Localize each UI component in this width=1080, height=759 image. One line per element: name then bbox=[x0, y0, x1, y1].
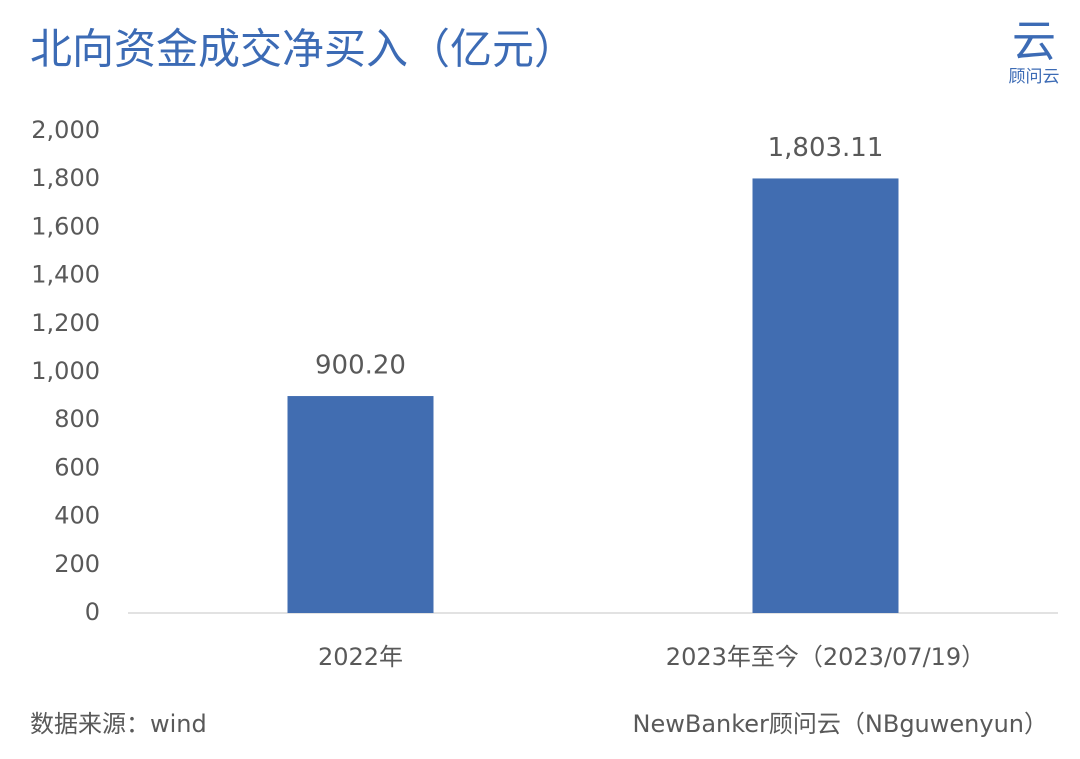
logo-mark: 云 bbox=[1012, 16, 1056, 67]
source: 数据来源：wind bbox=[30, 710, 207, 738]
x-tick-label: 2022年 bbox=[318, 643, 403, 671]
y-tick-label: 1,800 bbox=[31, 164, 100, 192]
y-tick-label: 800 bbox=[54, 405, 100, 433]
x-tick-label: 2023年至今（2023/07/19） bbox=[666, 643, 985, 671]
y-tick-label: 0 bbox=[85, 598, 100, 626]
y-tick-label: 400 bbox=[54, 502, 100, 530]
y-tick-label: 1,000 bbox=[31, 357, 100, 385]
y-tick-label: 1,200 bbox=[31, 309, 100, 337]
y-tick-label: 2,000 bbox=[31, 116, 100, 144]
bar bbox=[752, 178, 899, 613]
chart-title: 北向资金成交净买入（亿元） bbox=[30, 25, 576, 74]
logo-text: 顾问云 bbox=[1009, 67, 1060, 87]
credit: NewBanker顾问云（NBguwenyun） bbox=[633, 710, 1049, 738]
y-tick-label: 600 bbox=[54, 453, 100, 481]
y-tick-label: 1,400 bbox=[31, 261, 100, 289]
data-label: 1,803.11 bbox=[768, 133, 884, 163]
bar bbox=[287, 396, 434, 613]
y-tick-label: 200 bbox=[54, 550, 100, 578]
data-label: 900.20 bbox=[315, 351, 406, 381]
y-tick-label: 1,600 bbox=[31, 212, 100, 240]
